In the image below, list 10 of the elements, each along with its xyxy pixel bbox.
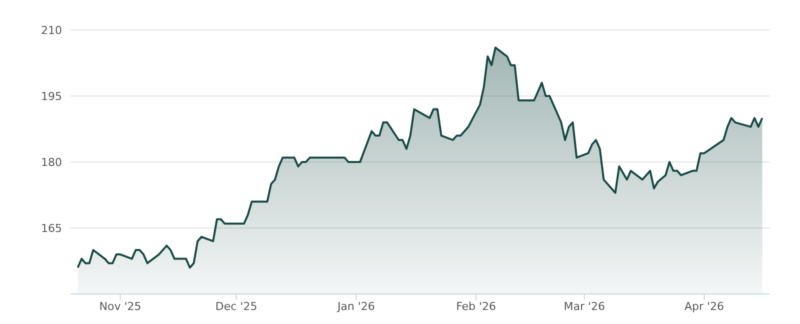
y-tick-label: 210 [41, 24, 62, 37]
x-tick-label: Apr '26 [684, 300, 724, 313]
x-tick-label: Jan '26 [336, 300, 375, 313]
x-tick-label: Nov '25 [99, 300, 142, 313]
y-tick-label: 180 [41, 156, 62, 169]
y-tick-label: 165 [41, 222, 62, 235]
x-tick-label: Feb '26 [456, 300, 496, 313]
x-tick-label: Mar '26 [564, 300, 606, 313]
x-tick-label: Dec '25 [215, 300, 258, 313]
y-tick-label: 195 [41, 90, 62, 103]
